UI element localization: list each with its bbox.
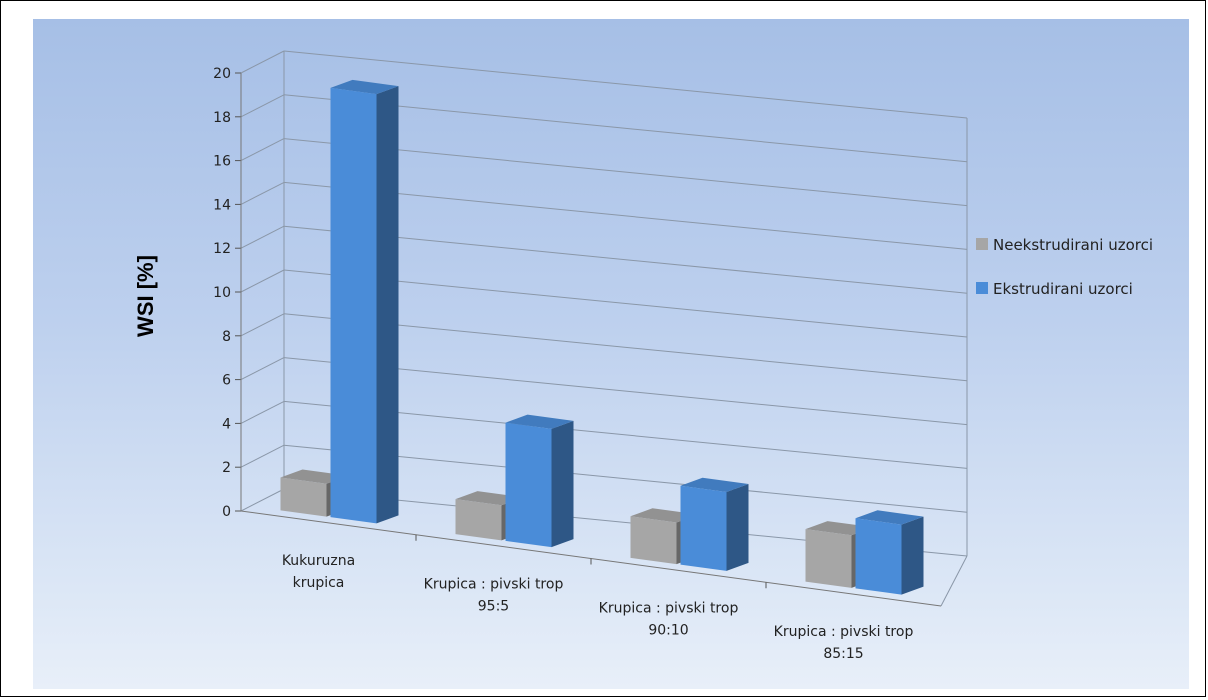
floor-edge	[940, 555, 968, 607]
legend-swatch	[976, 282, 988, 294]
category-label: 95:5	[478, 599, 509, 615]
bar-front-face	[505, 422, 552, 548]
y-tick-label: 16	[213, 154, 231, 170]
bar-side-face	[901, 516, 924, 595]
bar-ekstrudirani-1	[505, 414, 574, 548]
category-label: Krupica : pivski trop	[424, 577, 564, 593]
bar-top-face	[330, 79, 399, 95]
bar-ekstrudirani-2	[680, 477, 749, 571]
y-tick-label: 14	[213, 197, 231, 213]
category-label: Krupica : pivski trop	[599, 600, 739, 616]
bar-front-face	[630, 516, 677, 565]
bar-side-face	[376, 86, 399, 524]
gridline-side	[240, 400, 285, 424]
axis-layer: 0 2 4 6 8 10 12 14 16 18 20 Kukuruzna krupica Krupica…	[133, 66, 942, 662]
legend-layer: Neekstrudirani uzorci Ekstrudirani uzorci	[976, 236, 1153, 298]
y-tick-label: 10	[213, 285, 231, 301]
legend-label: Neekstrudirani uzorci	[993, 236, 1153, 254]
bar-top-face	[680, 477, 749, 492]
y-tick-label: 12	[213, 241, 231, 257]
gridline-side	[240, 138, 285, 162]
category-label: krupica	[293, 575, 345, 591]
gridline-side	[240, 313, 285, 337]
bar-ekstrudirani-0	[330, 79, 399, 524]
bar-front-face	[455, 499, 502, 541]
plot-area: 0 2 4 6 8 10 12 14 16 18 20 Kukuruzna krupica Krupica…	[33, 19, 1189, 689]
bar-ekstrudirani-3	[855, 510, 924, 595]
y-axis-title: WSI [%]	[133, 255, 158, 337]
y-tick-label: 8	[222, 329, 231, 345]
y-tick-label: 2	[222, 460, 231, 476]
gridline-side	[240, 181, 285, 205]
bar-top-face	[505, 414, 574, 429]
gridline-side	[240, 94, 285, 118]
bar-side-face	[551, 420, 574, 548]
legend-label: Ekstrudirani uzorci	[993, 280, 1133, 298]
gridline-side	[240, 269, 285, 293]
gridline-side	[240, 50, 285, 74]
gridline-side	[240, 444, 285, 468]
y-tick-label: 4	[222, 416, 231, 432]
y-tick-label: 18	[213, 110, 231, 126]
gridline-side	[240, 225, 285, 249]
category-label: 85:15	[823, 646, 863, 662]
bars-layer	[280, 79, 924, 595]
bar-front-face	[330, 87, 377, 524]
bar-side-face	[726, 484, 749, 571]
gridline-side	[240, 488, 285, 512]
bar-front-face	[855, 518, 902, 595]
category-label: Krupica : pivski trop	[774, 624, 914, 640]
legend-swatch	[976, 238, 988, 250]
category-label: 90:10	[648, 622, 688, 638]
bar-front-face	[805, 529, 852, 588]
bar-top-face	[855, 510, 924, 525]
y-tick-label: 20	[213, 66, 231, 82]
y-tick-label: 0	[222, 504, 231, 520]
bar-front-face	[680, 485, 727, 571]
gridline-side	[240, 357, 285, 381]
category-label: Kukuruzna	[282, 553, 355, 569]
bar-front-face	[280, 477, 327, 517]
gridline-back	[283, 50, 968, 119]
y-tick-label: 6	[222, 373, 231, 389]
wsi-bar-chart: 0 2 4 6 8 10 12 14 16 18 20 Kukuruzna krupica Krupica…	[133, 50, 1153, 662]
